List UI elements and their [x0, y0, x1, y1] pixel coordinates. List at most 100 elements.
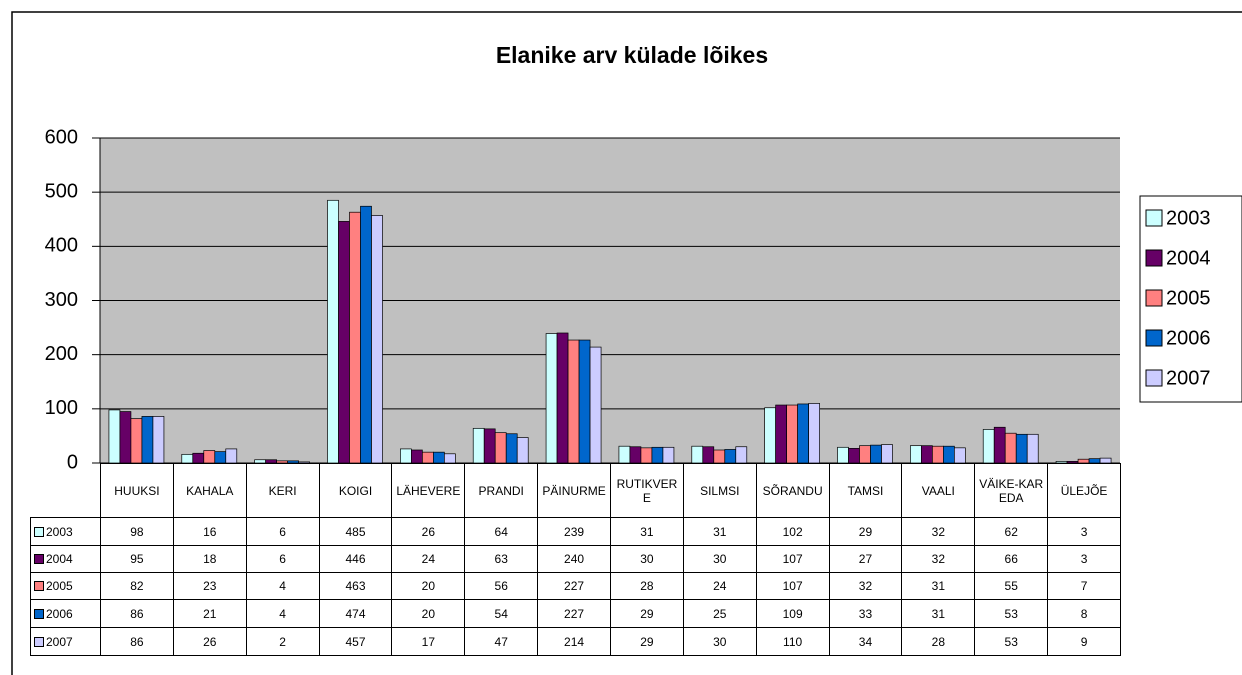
bar	[338, 221, 350, 464]
y-tick-label: 100	[45, 397, 78, 419]
y-tick-label: 300	[45, 289, 78, 311]
table-value: 227	[537, 599, 611, 628]
table-value: 109	[755, 599, 830, 628]
legend-label: 2003	[1166, 207, 1211, 229]
bar	[400, 448, 412, 464]
table-value: 110	[755, 627, 830, 656]
bar	[545, 333, 558, 464]
y-tick-label: 500	[45, 180, 78, 202]
x-tick-label: ÜLEJÕE	[1047, 463, 1121, 518]
table-value: 33	[828, 599, 903, 628]
table-value: 4	[245, 599, 320, 628]
table-row-name: 2006	[46, 606, 73, 621]
x-tick-label: KERI	[245, 463, 320, 518]
table-value: 31	[610, 517, 684, 546]
bar	[859, 445, 871, 464]
table-value: 6	[245, 545, 320, 573]
bar	[371, 215, 383, 464]
table-row-label: 2005	[30, 572, 101, 600]
table-value: 107	[755, 572, 830, 600]
table-value: 64	[464, 517, 539, 546]
table-value: 24	[391, 545, 466, 573]
bar	[713, 449, 726, 464]
bar	[651, 446, 664, 464]
table-value: 31	[901, 599, 976, 628]
table-value: 66	[974, 545, 1049, 573]
table-value: 20	[391, 572, 466, 600]
x-tick-label: PÄINURME	[537, 463, 611, 518]
table-value: 25	[682, 599, 757, 628]
table-value: 474	[318, 599, 393, 628]
table-value: 107	[755, 545, 830, 573]
table-value: 54	[464, 599, 539, 628]
legend-label: 2005	[1166, 287, 1211, 309]
table-row-name: 2003	[46, 524, 73, 539]
table-value: 86	[100, 627, 174, 656]
table-value: 32	[828, 572, 903, 600]
bar	[1004, 432, 1017, 464]
table-row-label: 2006	[30, 599, 101, 628]
table-row-name: 2005	[46, 579, 73, 593]
table-value: 240	[537, 545, 611, 573]
x-tick-label: TAMSI	[828, 463, 903, 518]
table-value: 214	[537, 627, 611, 656]
bar	[808, 403, 820, 464]
legend-key	[34, 554, 44, 564]
bar	[589, 346, 602, 464]
x-tick-label: SÕRANDU	[755, 463, 830, 518]
table-row-label: 2007	[30, 627, 101, 656]
bar	[691, 445, 704, 464]
table-value: 227	[537, 572, 611, 600]
table-value: 62	[974, 517, 1049, 546]
x-tick-label: PRANDI	[464, 463, 539, 518]
bar	[848, 448, 860, 464]
bar	[775, 404, 787, 464]
table-value: 6	[245, 517, 320, 546]
legend-swatch	[1145, 249, 1163, 267]
table-value: 31	[901, 572, 976, 600]
bar	[433, 451, 445, 464]
bar	[837, 446, 849, 464]
legend-label: 2006	[1166, 327, 1211, 349]
bar	[483, 428, 496, 464]
bar	[735, 446, 748, 464]
table-value: 24	[682, 572, 757, 600]
legend-label: 2007	[1166, 367, 1211, 389]
table-value: 31	[682, 517, 757, 546]
bar	[982, 429, 995, 464]
bar	[910, 445, 922, 464]
table-value: 3	[1047, 517, 1121, 546]
bar	[764, 407, 776, 464]
table-value: 32	[901, 545, 976, 573]
table-value: 34	[828, 627, 903, 656]
table-value: 463	[318, 572, 393, 600]
bar	[327, 199, 339, 464]
legend-key	[34, 581, 44, 591]
y-tick-label: 600	[45, 126, 78, 148]
table-row-label: 2003	[30, 517, 101, 546]
x-tick-label: SILMSI	[682, 463, 757, 518]
table-value: 98	[100, 517, 174, 546]
bar	[640, 447, 653, 464]
bar	[444, 453, 456, 464]
table-value: 18	[172, 545, 247, 573]
legend-label: 2004	[1166, 247, 1211, 269]
bar	[411, 449, 423, 464]
bar	[993, 426, 1006, 464]
table-value: 53	[974, 599, 1049, 628]
x-tick-label: LÄHEVERE	[391, 463, 466, 518]
table-value: 95	[100, 545, 174, 573]
table-value: 485	[318, 517, 393, 546]
table-value: 16	[172, 517, 247, 546]
chart-title: Elanike arv külade lõikes	[496, 42, 768, 68]
bar	[472, 427, 485, 464]
bar	[724, 449, 737, 464]
table-value: 30	[610, 545, 684, 573]
bar	[786, 404, 798, 464]
bar	[298, 461, 310, 464]
y-tick-label: 0	[67, 451, 78, 473]
table-value: 53	[974, 627, 1049, 656]
bar	[1015, 433, 1028, 464]
table-value: 82	[100, 572, 174, 600]
